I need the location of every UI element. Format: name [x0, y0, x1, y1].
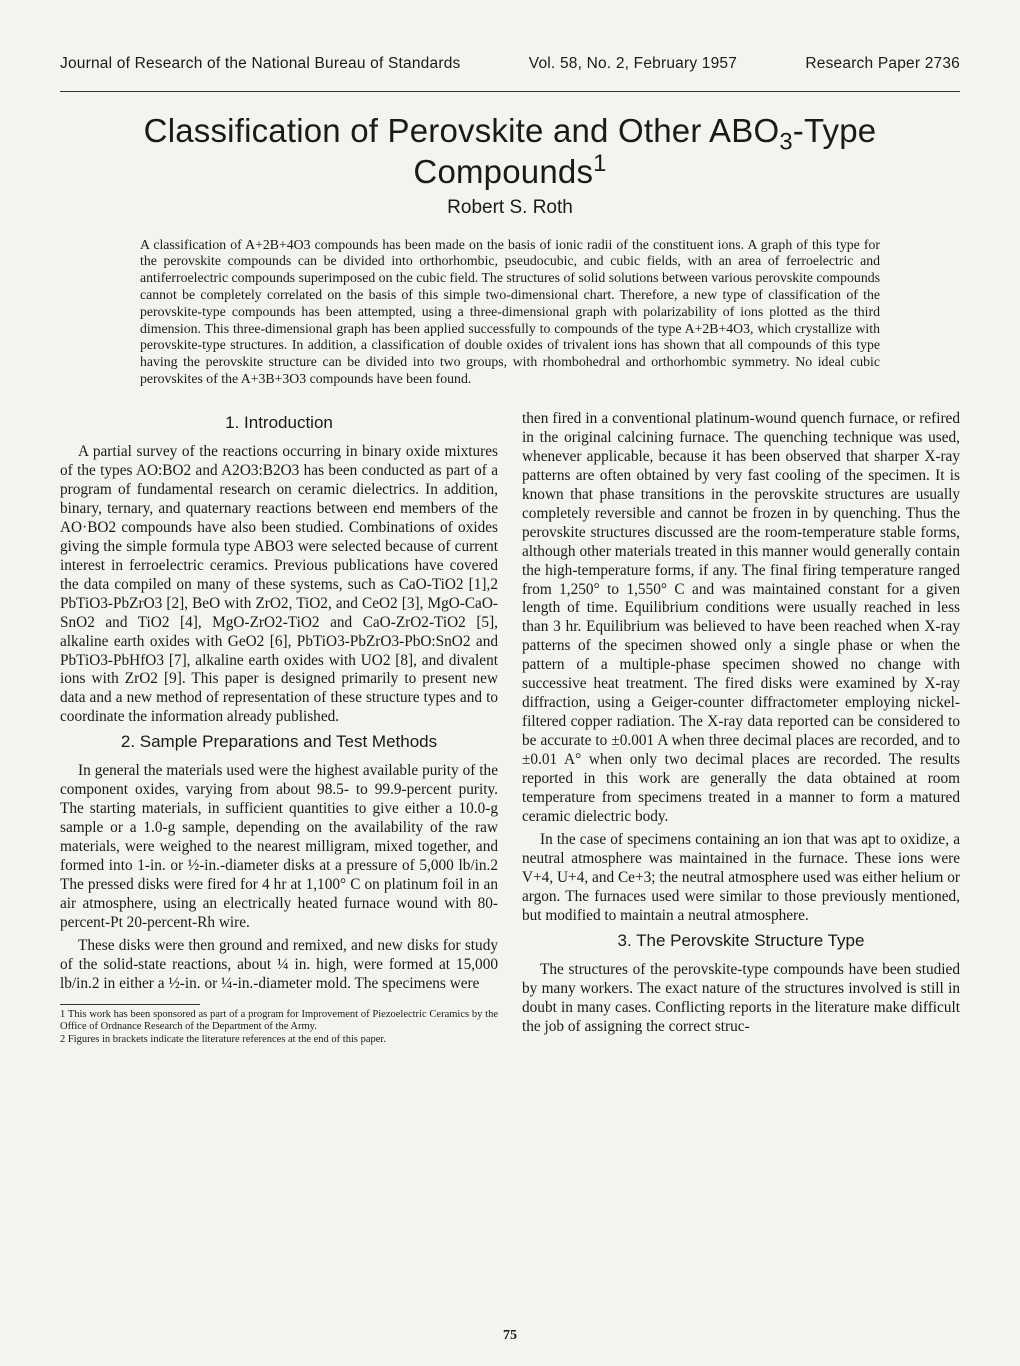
title-tail: -Type — [793, 112, 877, 149]
title-footmark: 1 — [593, 150, 606, 177]
issue-info: Vol. 58, No. 2, February 1957 — [529, 55, 737, 73]
title-line2: Compounds — [413, 153, 593, 190]
page-number: 75 — [0, 1328, 1020, 1344]
title-line1: Classification of Perovskite and Other A… — [144, 112, 780, 149]
footnote-1: 1 This work has been sponsored as part o… — [60, 1009, 498, 1034]
title-sub3: 3 — [779, 129, 792, 156]
intro-paragraph: A partial survey of the reactions occurr… — [60, 443, 498, 727]
right-para-2: In the case of specimens containing an i… — [522, 831, 960, 926]
methods-para-2: These disks were then ground and remixed… — [60, 937, 498, 994]
right-para-1: then fired in a conventional platinum-wo… — [522, 410, 960, 827]
section-2-head: 2. Sample Preparations and Test Methods — [60, 731, 498, 752]
footnote-rule — [60, 1004, 200, 1005]
section-3-head: 3. The Perovskite Structure Type — [522, 930, 960, 951]
methods-para-1: In general the materials used were the h… — [60, 762, 498, 933]
header-rule — [60, 91, 960, 92]
right-column: then fired in a conventional platinum-wo… — [522, 410, 960, 1047]
article-title: Classification of Perovskite and Other A… — [60, 110, 960, 193]
author: Robert S. Roth — [60, 197, 960, 219]
paper-number: Research Paper 2736 — [805, 55, 960, 73]
page: Journal of Research of the National Bure… — [0, 0, 1020, 1366]
footnotes: 1 This work has been sponsored as part o… — [60, 1000, 498, 1047]
running-header: Journal of Research of the National Bure… — [60, 55, 960, 73]
abstract: A classification of A+2B+4O3 compounds h… — [140, 237, 880, 388]
footnote-2: 2 Figures in brackets indicate the liter… — [60, 1034, 498, 1047]
structure-para-1: The structures of the perovskite-type co… — [522, 961, 960, 1037]
columns: 1. Introduction A partial survey of the … — [60, 410, 960, 1047]
section-1-head: 1. Introduction — [60, 412, 498, 433]
journal-name: Journal of Research of the National Bure… — [60, 55, 460, 73]
left-column: 1. Introduction A partial survey of the … — [60, 410, 498, 1047]
